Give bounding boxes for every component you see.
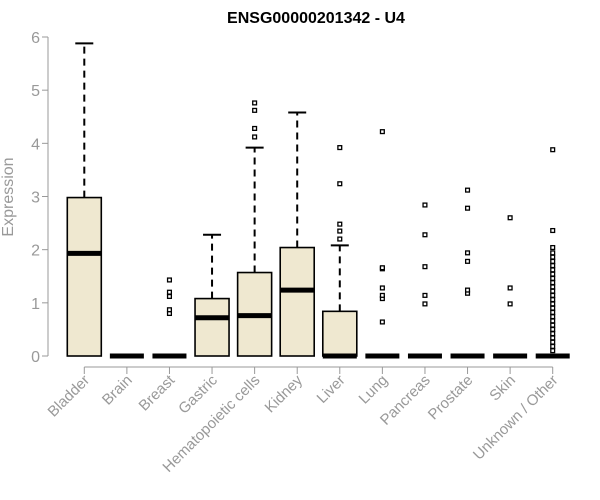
- outlier-point: [422, 301, 428, 307]
- outlier-point: [379, 129, 385, 135]
- outlier-point: [550, 331, 556, 337]
- outlier-point: [550, 244, 556, 251]
- chart-title: ENSG00000201342 - U4: [227, 10, 405, 27]
- outlier-point: [550, 275, 556, 281]
- outlier-point: [550, 250, 556, 256]
- y-tick-label: 1: [31, 296, 40, 313]
- outlier-point: [337, 236, 343, 242]
- outlier-point: [550, 284, 556, 290]
- outlier-point: [464, 258, 471, 264]
- y-axis-label: Expression: [0, 157, 17, 236]
- x-tick-label: Bladder: [45, 372, 94, 421]
- box-iqr: [279, 246, 316, 357]
- outlier-point: [550, 348, 556, 354]
- x-tick-label: Prostate: [425, 372, 477, 424]
- box-pancreas: [407, 202, 442, 359]
- outlier-point: [379, 319, 385, 325]
- outlier-point: [550, 339, 556, 345]
- box-series: [66, 42, 570, 359]
- y-tick-label: 4: [31, 136, 40, 153]
- outlier-point: [550, 322, 556, 328]
- outlier-point: [422, 264, 428, 270]
- outlier-point: [422, 202, 428, 208]
- y-tick-label: 2: [31, 243, 40, 260]
- outlier-point: [550, 292, 556, 298]
- box-liver: [321, 145, 358, 359]
- outlier-point: [464, 187, 471, 193]
- x-tick-label: Breast: [136, 371, 179, 414]
- outlier-point: [379, 292, 385, 298]
- outlier-point: [550, 271, 556, 277]
- outlier-point: [550, 301, 556, 307]
- box-skin: [493, 215, 528, 359]
- box-hematopoietic-cells: [236, 100, 273, 357]
- outlier-point: [507, 215, 513, 221]
- box-prostate: [450, 187, 485, 359]
- outlier-point: [550, 288, 556, 294]
- y-tick-label: 5: [31, 83, 40, 100]
- outlier-point: [337, 145, 343, 151]
- outlier-point: [507, 301, 513, 307]
- outlier-point: [507, 285, 513, 291]
- outlier-point: [252, 125, 258, 131]
- x-tick-label: Skin: [486, 372, 519, 405]
- x-tick-label: Kidney: [262, 371, 307, 416]
- box-kidney: [279, 111, 316, 357]
- box-lung: [365, 129, 400, 359]
- outlier-point: [337, 221, 343, 227]
- x-tick-label: Lung: [356, 372, 392, 408]
- outlier-point: [379, 285, 385, 291]
- outlier-point: [422, 232, 428, 238]
- outlier-point: [550, 254, 556, 260]
- outlier-point: [422, 292, 428, 298]
- x-tick-label: Brain: [99, 372, 136, 409]
- box-unknown-other: [535, 147, 570, 359]
- outlier-point: [166, 293, 173, 300]
- outlier-point: [464, 250, 471, 256]
- outlier-point: [550, 335, 556, 341]
- y-tick-label: 3: [31, 190, 40, 207]
- x-tick-label: Liver: [314, 372, 349, 407]
- outlier-point: [550, 305, 556, 311]
- outlier-point: [252, 107, 258, 113]
- box-iqr: [321, 310, 358, 357]
- outlier-point: [550, 258, 556, 264]
- box-breast: [152, 277, 187, 359]
- box-iqr: [194, 297, 230, 357]
- outlier-point: [550, 318, 556, 324]
- outlier-point: [550, 263, 556, 269]
- outlier-point: [550, 309, 556, 315]
- outlier-point: [337, 228, 343, 234]
- outlier-point: [550, 147, 556, 153]
- y-tick-label: 0: [31, 349, 40, 366]
- outlier-point: [166, 289, 173, 295]
- outlier-point: [379, 265, 385, 271]
- box-gastric: [194, 233, 230, 357]
- outlier-point: [166, 277, 173, 283]
- outlier-point: [550, 267, 556, 273]
- outlier-point: [550, 314, 556, 320]
- y-axis: 0 1 2 3 4 5 6: [31, 30, 49, 366]
- outlier-point: [550, 343, 556, 349]
- outlier-point: [252, 134, 258, 140]
- outlier-point: [550, 280, 556, 286]
- outlier-point: [464, 205, 471, 211]
- outlier-point: [550, 297, 556, 303]
- outlier-point: [337, 181, 343, 187]
- y-tick-label: 6: [31, 30, 40, 47]
- outlier-point: [550, 326, 556, 332]
- box-iqr: [66, 196, 103, 357]
- outlier-point: [252, 100, 258, 106]
- outlier-point: [550, 227, 556, 234]
- outlier-point: [166, 307, 173, 313]
- outlier-point: [464, 287, 471, 293]
- box-bladder: [66, 42, 103, 357]
